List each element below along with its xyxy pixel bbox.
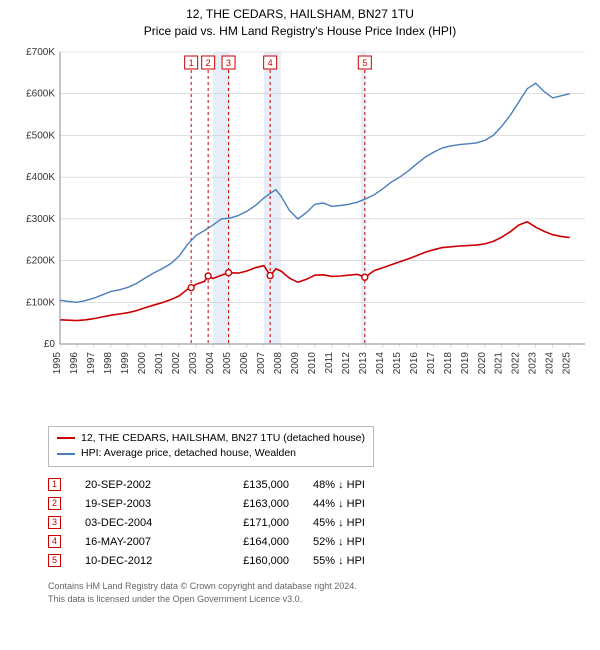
- transaction-price: £163,000: [209, 498, 289, 510]
- svg-text:2007: 2007: [256, 351, 267, 374]
- svg-text:2005: 2005: [222, 351, 233, 374]
- svg-text:£300K: £300K: [26, 213, 55, 224]
- transaction-marker: 3: [48, 516, 61, 529]
- svg-text:2019: 2019: [460, 351, 471, 374]
- svg-text:2021: 2021: [494, 351, 505, 374]
- svg-text:£700K: £700K: [26, 47, 55, 58]
- svg-text:2006: 2006: [239, 351, 250, 374]
- transaction-marker: 2: [48, 497, 61, 510]
- legend-item: 12, THE CEDARS, HAILSHAM, BN27 1TU (deta…: [57, 431, 365, 447]
- svg-text:£100K: £100K: [26, 297, 55, 308]
- footer-attribution: Contains HM Land Registry data © Crown c…: [48, 580, 582, 605]
- svg-text:2018: 2018: [443, 351, 454, 374]
- transaction-row: 5 10-DEC-2012 £160,000 55% ↓ HPI: [48, 551, 582, 570]
- transaction-date: 20-SEP-2002: [85, 479, 185, 491]
- footer-line2: This data is licensed under the Open Gov…: [48, 593, 582, 606]
- transaction-date: 03-DEC-2004: [85, 517, 185, 529]
- legend: 12, THE CEDARS, HAILSHAM, BN27 1TU (deta…: [48, 426, 374, 468]
- svg-text:3: 3: [226, 58, 231, 68]
- transaction-marker: 4: [48, 535, 61, 548]
- svg-text:2012: 2012: [341, 351, 352, 374]
- svg-text:1998: 1998: [103, 351, 114, 374]
- legend-label: HPI: Average price, detached house, Weal…: [81, 446, 296, 462]
- transaction-price: £135,000: [209, 479, 289, 491]
- legend-label: 12, THE CEDARS, HAILSHAM, BN27 1TU (deta…: [81, 431, 365, 447]
- svg-text:£200K: £200K: [26, 255, 55, 266]
- transaction-date: 10-DEC-2012: [85, 555, 185, 567]
- svg-text:2025: 2025: [562, 351, 573, 374]
- svg-text:2010: 2010: [307, 351, 318, 374]
- svg-text:5: 5: [362, 58, 367, 68]
- svg-text:2004: 2004: [205, 351, 216, 374]
- svg-text:2002: 2002: [171, 351, 182, 374]
- svg-text:2000: 2000: [137, 351, 148, 374]
- svg-text:2016: 2016: [409, 351, 420, 374]
- transaction-date: 16-MAY-2007: [85, 536, 185, 548]
- legend-swatch: [57, 437, 75, 439]
- svg-text:2008: 2008: [273, 351, 284, 374]
- legend-swatch: [57, 453, 75, 455]
- svg-text:2022: 2022: [511, 351, 522, 374]
- svg-text:2: 2: [206, 58, 211, 68]
- svg-text:2017: 2017: [426, 351, 437, 374]
- transaction-marker: 5: [48, 554, 61, 567]
- svg-text:1: 1: [189, 58, 194, 68]
- svg-text:4: 4: [268, 58, 273, 68]
- svg-text:2023: 2023: [528, 351, 539, 374]
- transaction-marker: 1: [48, 478, 61, 491]
- title-block: 12, THE CEDARS, HAILSHAM, BN27 1TU Price…: [10, 6, 590, 40]
- transaction-diff: 48% ↓ HPI: [313, 479, 403, 491]
- transaction-diff: 45% ↓ HPI: [313, 517, 403, 529]
- transaction-row: 2 19-SEP-2003 £163,000 44% ↓ HPI: [48, 494, 582, 513]
- title-subtitle: Price paid vs. HM Land Registry's House …: [10, 23, 590, 40]
- svg-text:2024: 2024: [545, 351, 556, 374]
- svg-text:2015: 2015: [392, 351, 403, 374]
- price-chart: £0 £100K £200K £300K £400K £500K £600K £700K 199…: [10, 44, 590, 414]
- transaction-price: £164,000: [209, 536, 289, 548]
- svg-text:£600K: £600K: [26, 88, 55, 99]
- transaction-row: 1 20-SEP-2002 £135,000 48% ↓ HPI: [48, 475, 582, 494]
- page-root: 12, THE CEDARS, HAILSHAM, BN27 1TU Price…: [0, 0, 600, 613]
- svg-text:2009: 2009: [290, 351, 301, 374]
- transaction-date: 19-SEP-2003: [85, 498, 185, 510]
- transaction-diff: 52% ↓ HPI: [313, 536, 403, 548]
- svg-text:2014: 2014: [375, 351, 386, 374]
- transaction-diff: 55% ↓ HPI: [313, 555, 403, 567]
- svg-text:2020: 2020: [477, 351, 488, 374]
- transaction-price: £160,000: [209, 555, 289, 567]
- transactions-table: 1 20-SEP-2002 £135,000 48% ↓ HPI 2 19-SEP-200…: [48, 475, 582, 570]
- svg-text:2013: 2013: [358, 351, 369, 374]
- transaction-price: £171,000: [209, 517, 289, 529]
- svg-text:2011: 2011: [324, 351, 335, 373]
- svg-text:1997: 1997: [86, 351, 97, 374]
- transaction-diff: 44% ↓ HPI: [313, 498, 403, 510]
- svg-text:1995: 1995: [52, 351, 63, 374]
- svg-text:£500K: £500K: [26, 130, 55, 141]
- transaction-row: 3 03-DEC-2004 £171,000 45% ↓ HPI: [48, 513, 582, 532]
- svg-text:2001: 2001: [154, 351, 165, 374]
- svg-text:£400K: £400K: [26, 172, 55, 183]
- svg-text:£0: £0: [44, 339, 56, 350]
- transaction-row: 4 16-MAY-2007 £164,000 52% ↓ HPI: [48, 532, 582, 551]
- legend-item: HPI: Average price, detached house, Weal…: [57, 446, 365, 462]
- svg-text:2003: 2003: [188, 351, 199, 374]
- svg-text:1996: 1996: [69, 351, 80, 374]
- footer-line1: Contains HM Land Registry data © Crown c…: [48, 580, 582, 593]
- svg-text:1999: 1999: [120, 351, 131, 374]
- title-address: 12, THE CEDARS, HAILSHAM, BN27 1TU: [10, 6, 590, 23]
